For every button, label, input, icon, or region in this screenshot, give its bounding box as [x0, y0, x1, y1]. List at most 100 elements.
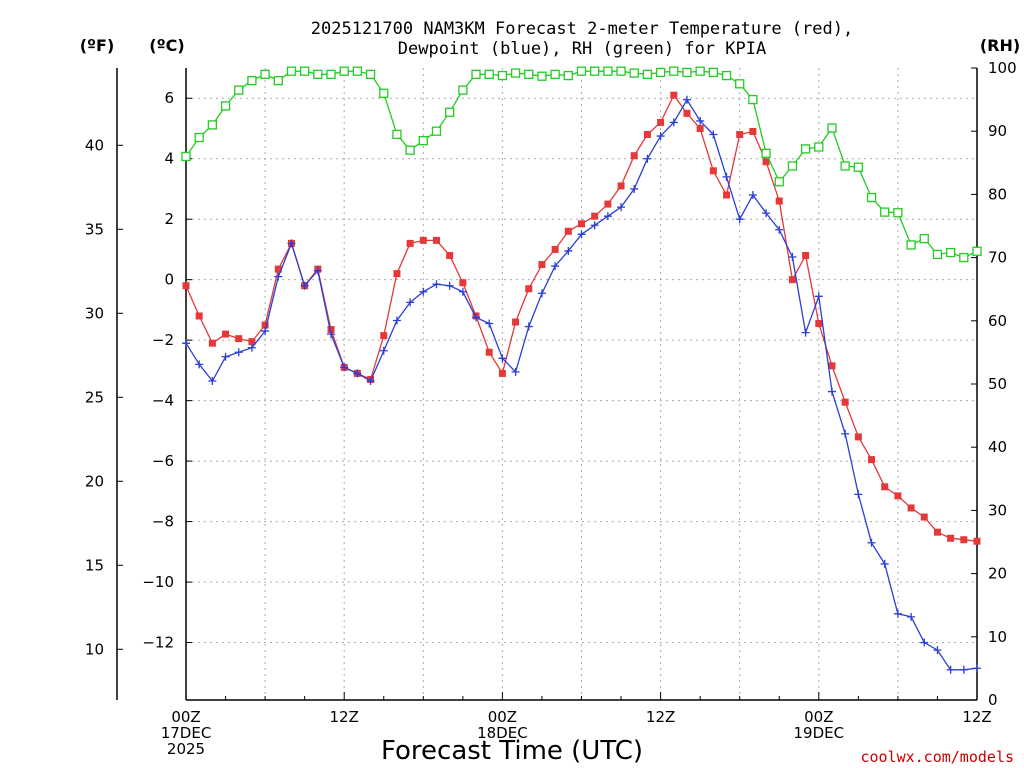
- f-tick-label: 15: [85, 556, 104, 574]
- data-point-rh: [247, 75, 257, 86]
- data-point-dewpoint: [247, 343, 256, 352]
- data-point-temperature: [222, 330, 230, 338]
- data-point-rh: [299, 66, 310, 76]
- data-point-dewpoint: [234, 348, 243, 357]
- x-tick-label: 00Z: [488, 708, 517, 726]
- data-point-dewpoint: [406, 298, 415, 307]
- data-point-temperature: [551, 245, 559, 253]
- data-point-temperature: [630, 152, 638, 160]
- data-point-temperature: [591, 212, 599, 220]
- data-point-rh: [194, 132, 204, 143]
- data-point-temperature: [854, 433, 862, 441]
- rh-tick-label: 80: [988, 185, 1007, 203]
- data-point-dewpoint: [867, 538, 876, 547]
- rh-tick-label: 20: [988, 565, 1007, 583]
- data-point-temperature: [696, 124, 704, 132]
- data-point-temperature: [960, 536, 968, 544]
- data-point-dewpoint: [801, 328, 810, 337]
- data-point-temperature: [828, 362, 836, 370]
- c-tick-label: −8: [152, 513, 174, 531]
- data-point-rh: [972, 246, 982, 256]
- data-point-dewpoint: [880, 559, 889, 568]
- data-point-temperature: [617, 182, 625, 190]
- data-point-temperature: [578, 220, 585, 228]
- data-point-temperature: [749, 128, 757, 136]
- data-point-temperature: [947, 534, 955, 542]
- data-point-dewpoint: [313, 266, 322, 275]
- data-point-rh: [669, 66, 679, 76]
- data-point-dewpoint: [392, 316, 401, 325]
- data-point-dewpoint: [748, 191, 757, 200]
- data-point-temperature: [881, 483, 889, 491]
- data-point-dewpoint: [340, 363, 349, 372]
- data-point-rh: [721, 70, 732, 81]
- data-point-dewpoint: [485, 319, 494, 328]
- data-point-dewpoint: [973, 664, 981, 673]
- data-point-rh: [537, 71, 547, 81]
- celsius-unit-label: (ºC): [149, 36, 184, 55]
- data-point-rh: [616, 66, 626, 76]
- c-tick-label: −12: [142, 634, 174, 652]
- data-point-dewpoint: [498, 354, 507, 363]
- data-point-rh: [590, 66, 600, 76]
- data-point-rh: [458, 85, 468, 95]
- data-point-rh: [234, 85, 244, 95]
- data-point-dewpoint: [630, 184, 639, 193]
- c-tick-label: 4: [164, 150, 174, 168]
- data-point-temperature: [564, 227, 572, 235]
- data-point-rh: [392, 129, 402, 140]
- data-point-rh: [642, 69, 653, 79]
- c-tick-label: 6: [164, 89, 174, 107]
- data-point-rh: [748, 94, 758, 105]
- data-point-dewpoint: [854, 490, 863, 499]
- data-point-rh: [379, 88, 389, 98]
- data-point-rh: [919, 233, 929, 244]
- data-point-temperature: [657, 118, 665, 126]
- f-tick-label: 35: [85, 220, 104, 238]
- data-point-dewpoint: [366, 376, 375, 385]
- data-point-dewpoint: [696, 116, 705, 125]
- data-point-dewpoint: [814, 292, 823, 301]
- data-point-dewpoint: [841, 429, 850, 438]
- c-tick-label: −6: [152, 452, 174, 470]
- data-point-rh: [418, 136, 428, 146]
- data-point-rh: [260, 69, 270, 79]
- data-point-dewpoint: [419, 287, 428, 296]
- data-point-dewpoint: [762, 209, 771, 218]
- data-point-temperature: [788, 276, 796, 284]
- data-point-rh: [682, 67, 692, 78]
- data-point-dewpoint: [603, 212, 612, 221]
- data-point-dewpoint: [472, 313, 481, 322]
- data-point-rh: [524, 69, 534, 79]
- data-point-rh: [655, 67, 666, 78]
- data-point-rh: [286, 66, 297, 76]
- data-point-rh: [484, 69, 494, 79]
- axes: [116, 67, 978, 701]
- data-point-temperature: [723, 191, 731, 199]
- x-tick-label: 00Z: [804, 708, 833, 726]
- data-point-dewpoint: [775, 225, 784, 234]
- data-point-dewpoint: [709, 130, 718, 139]
- data-point-temperature: [327, 326, 335, 334]
- data-point-dewpoint: [208, 376, 217, 385]
- c-tick-label: −2: [152, 331, 174, 349]
- rh-tick-label: 60: [988, 312, 1007, 330]
- data-point-rh: [695, 66, 705, 76]
- data-point-rh: [800, 144, 811, 154]
- data-point-temperature: [195, 312, 203, 320]
- data-point-temperature: [815, 320, 823, 328]
- data-point-dewpoint: [537, 289, 546, 298]
- data-point-rh: [352, 66, 363, 76]
- x-axis-label: Forecast Time (UTC): [381, 736, 643, 766]
- x-tick-label: 18DEC: [477, 724, 528, 742]
- rh-tick-label: 40: [988, 438, 1007, 456]
- data-point-dewpoint: [287, 239, 296, 248]
- c-tick-label: −10: [142, 573, 174, 591]
- data-point-dewpoint: [827, 387, 836, 396]
- data-point-rh: [827, 123, 837, 133]
- data-point-rh: [629, 68, 639, 78]
- rh-unit-label: (RH): [980, 36, 1020, 55]
- tick-labels: 6420−2−4−6−8−10−124035302520151010090807…: [85, 59, 1017, 758]
- data-point-rh: [906, 240, 916, 250]
- data-point-temperature: [841, 398, 849, 406]
